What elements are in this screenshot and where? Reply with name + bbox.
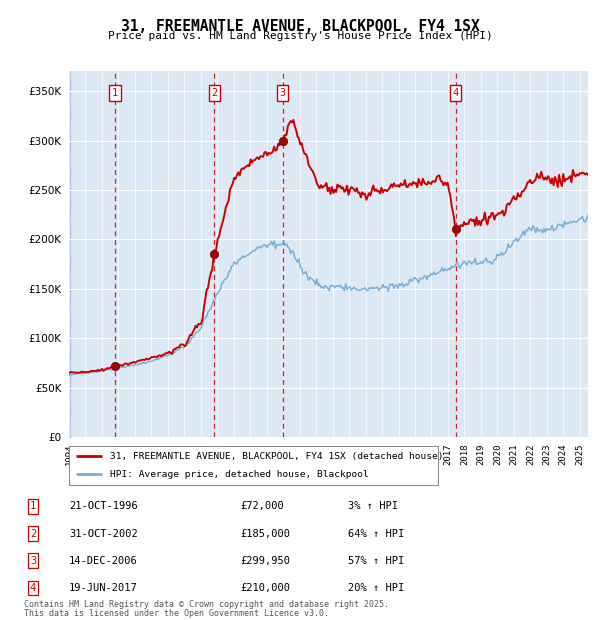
Text: 19-JUN-2017: 19-JUN-2017: [69, 583, 138, 593]
Text: 4: 4: [452, 88, 459, 98]
Text: 57% ↑ HPI: 57% ↑ HPI: [348, 556, 404, 565]
Text: Price paid vs. HM Land Registry's House Price Index (HPI): Price paid vs. HM Land Registry's House …: [107, 31, 493, 41]
Text: HPI: Average price, detached house, Blackpool: HPI: Average price, detached house, Blac…: [110, 470, 368, 479]
Text: 20% ↑ HPI: 20% ↑ HPI: [348, 583, 404, 593]
Text: 3% ↑ HPI: 3% ↑ HPI: [348, 502, 398, 512]
Text: 31, FREEMANTLE AVENUE, BLACKPOOL, FY4 1SX: 31, FREEMANTLE AVENUE, BLACKPOOL, FY4 1S…: [121, 19, 479, 33]
Text: £72,000: £72,000: [240, 502, 284, 512]
Text: 2: 2: [30, 529, 36, 539]
Text: 31, FREEMANTLE AVENUE, BLACKPOOL, FY4 1SX (detached house): 31, FREEMANTLE AVENUE, BLACKPOOL, FY4 1S…: [110, 452, 443, 461]
Text: 64% ↑ HPI: 64% ↑ HPI: [348, 529, 404, 539]
Text: Contains HM Land Registry data © Crown copyright and database right 2025.: Contains HM Land Registry data © Crown c…: [24, 600, 389, 609]
Text: 1: 1: [112, 88, 118, 98]
Text: 1: 1: [30, 502, 36, 512]
Text: £210,000: £210,000: [240, 583, 290, 593]
Text: 3: 3: [30, 556, 36, 565]
Text: 4: 4: [30, 583, 36, 593]
Text: 21-OCT-1996: 21-OCT-1996: [69, 502, 138, 512]
Text: 14-DEC-2006: 14-DEC-2006: [69, 556, 138, 565]
Text: This data is licensed under the Open Government Licence v3.0.: This data is licensed under the Open Gov…: [24, 608, 329, 618]
Text: 2: 2: [211, 88, 218, 98]
Text: 31-OCT-2002: 31-OCT-2002: [69, 529, 138, 539]
Text: £299,950: £299,950: [240, 556, 290, 565]
Text: £185,000: £185,000: [240, 529, 290, 539]
Text: 3: 3: [280, 88, 286, 98]
